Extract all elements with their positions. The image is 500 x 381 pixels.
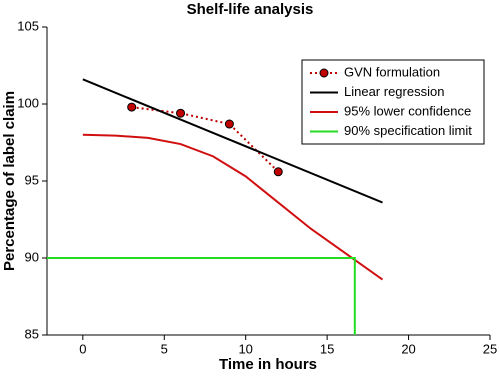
legend-marker (319, 68, 329, 78)
x-tick-label: 20 (401, 341, 415, 356)
legend-label: 90% specification limit (344, 123, 472, 138)
legend-label: GVN formulation (344, 64, 440, 79)
y-tick-label: 105 (17, 18, 39, 33)
y-tick-label: 95 (25, 172, 39, 187)
data-point (224, 119, 234, 129)
legend-label: Linear regression (344, 84, 444, 99)
x-tick-label: 25 (483, 341, 497, 356)
series-line (82, 133, 384, 281)
chart-title: Shelf-life analysis (187, 1, 314, 18)
series-line (47, 257, 356, 335)
x-tick-label: 5 (161, 341, 168, 356)
data-point (127, 102, 137, 112)
data-point (176, 108, 186, 118)
series-line (82, 78, 383, 204)
x-tick-label: 10 (238, 341, 252, 356)
y-tick-label: 90 (25, 249, 39, 264)
data-point (273, 167, 283, 177)
y-tick-label: 100 (17, 95, 39, 110)
legend-box (301, 59, 485, 145)
x-tick-label: 15 (320, 341, 334, 356)
x-tick-label: 0 (79, 341, 86, 356)
x-axis-label: Time in hours (219, 356, 317, 373)
legend-label: 95% lower confidence (344, 103, 471, 118)
y-axis-label: Percentage of label claim (1, 91, 18, 271)
y-tick-label: 85 (25, 326, 39, 341)
